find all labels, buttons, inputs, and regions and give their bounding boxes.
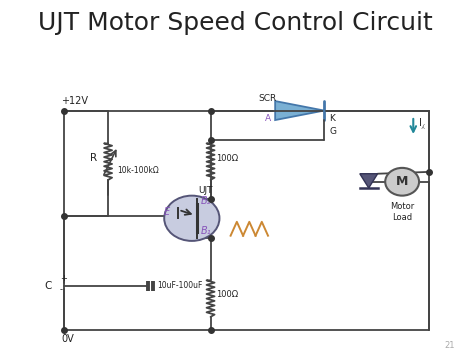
Circle shape	[385, 168, 419, 196]
Text: SCR: SCR	[258, 94, 277, 103]
Text: 100Ω: 100Ω	[216, 290, 238, 300]
Text: M: M	[396, 175, 408, 188]
Circle shape	[164, 196, 219, 241]
Text: B₁: B₁	[201, 226, 211, 236]
Text: C: C	[44, 281, 52, 291]
Text: UJT: UJT	[198, 186, 212, 195]
Text: A: A	[264, 114, 271, 123]
Text: 100Ω: 100Ω	[216, 153, 238, 163]
Polygon shape	[360, 174, 378, 188]
Text: Motor
Load: Motor Load	[390, 202, 414, 222]
Text: 21: 21	[445, 341, 455, 350]
Text: E: E	[164, 207, 170, 217]
Text: -: -	[60, 285, 63, 294]
Text: +12V: +12V	[61, 96, 88, 106]
Polygon shape	[275, 101, 324, 120]
Text: R: R	[90, 153, 97, 163]
Text: 0V: 0V	[61, 334, 74, 344]
Text: I⁁: I⁁	[419, 118, 424, 129]
Text: G: G	[329, 127, 337, 136]
Text: 10uF-100uF: 10uF-100uF	[157, 281, 202, 290]
Text: B₂: B₂	[201, 196, 211, 206]
Text: +: +	[60, 274, 67, 283]
Text: 10k-100kΩ: 10k-100kΩ	[117, 166, 159, 175]
Text: UJT Motor Speed Control Circuit: UJT Motor Speed Control Circuit	[38, 11, 433, 35]
Text: K: K	[329, 114, 335, 123]
